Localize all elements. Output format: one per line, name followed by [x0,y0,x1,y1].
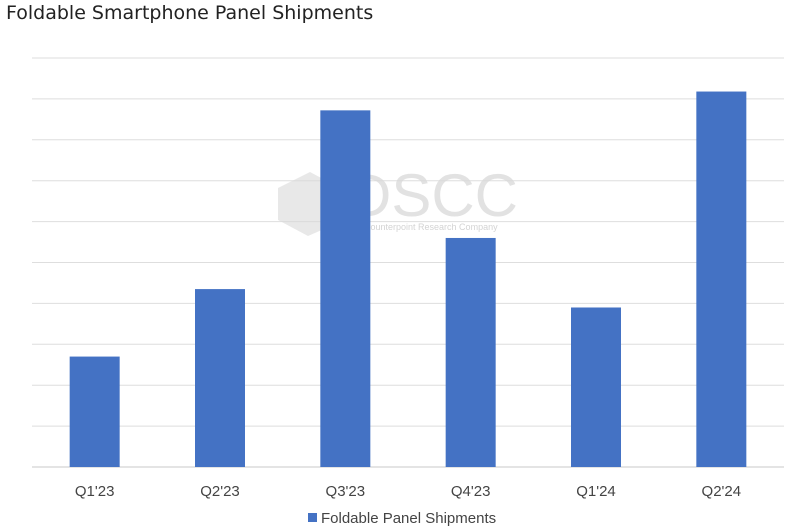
legend-label: Foldable Panel Shipments [321,510,496,527]
x-axis-labels: Q1'23 Q2'23 Q3'23 Q4'23 Q1'24 Q2'24 [75,483,741,500]
bar-series [69,91,747,468]
bar-4 [571,307,621,467]
gridlines [32,57,784,468]
bar-1 [195,289,245,467]
legend: Foldable Panel Shipments [308,510,496,527]
bar-3 [445,237,496,467]
bar-0 [69,356,120,467]
x-tick-label: Q4'23 [451,483,491,500]
chart-title: Foldable Smartphone Panel Shipments [6,2,374,24]
x-tick-label: Q1'23 [75,483,115,500]
watermark-logo-text: DSCC [348,162,518,229]
dscc-watermark-logo: DSCC A Counterpoint Research Company [278,162,518,236]
x-tick-label: Q2'24 [702,483,742,500]
watermark-tagline: A Counterpoint Research Company [356,222,498,232]
x-tick-label: Q3'23 [326,483,366,500]
bar-2 [320,110,371,468]
bar-5 [696,91,747,468]
x-tick-label: Q1'24 [576,483,616,500]
x-tick-label: Q2'23 [200,483,240,500]
legend-swatch [308,513,317,522]
